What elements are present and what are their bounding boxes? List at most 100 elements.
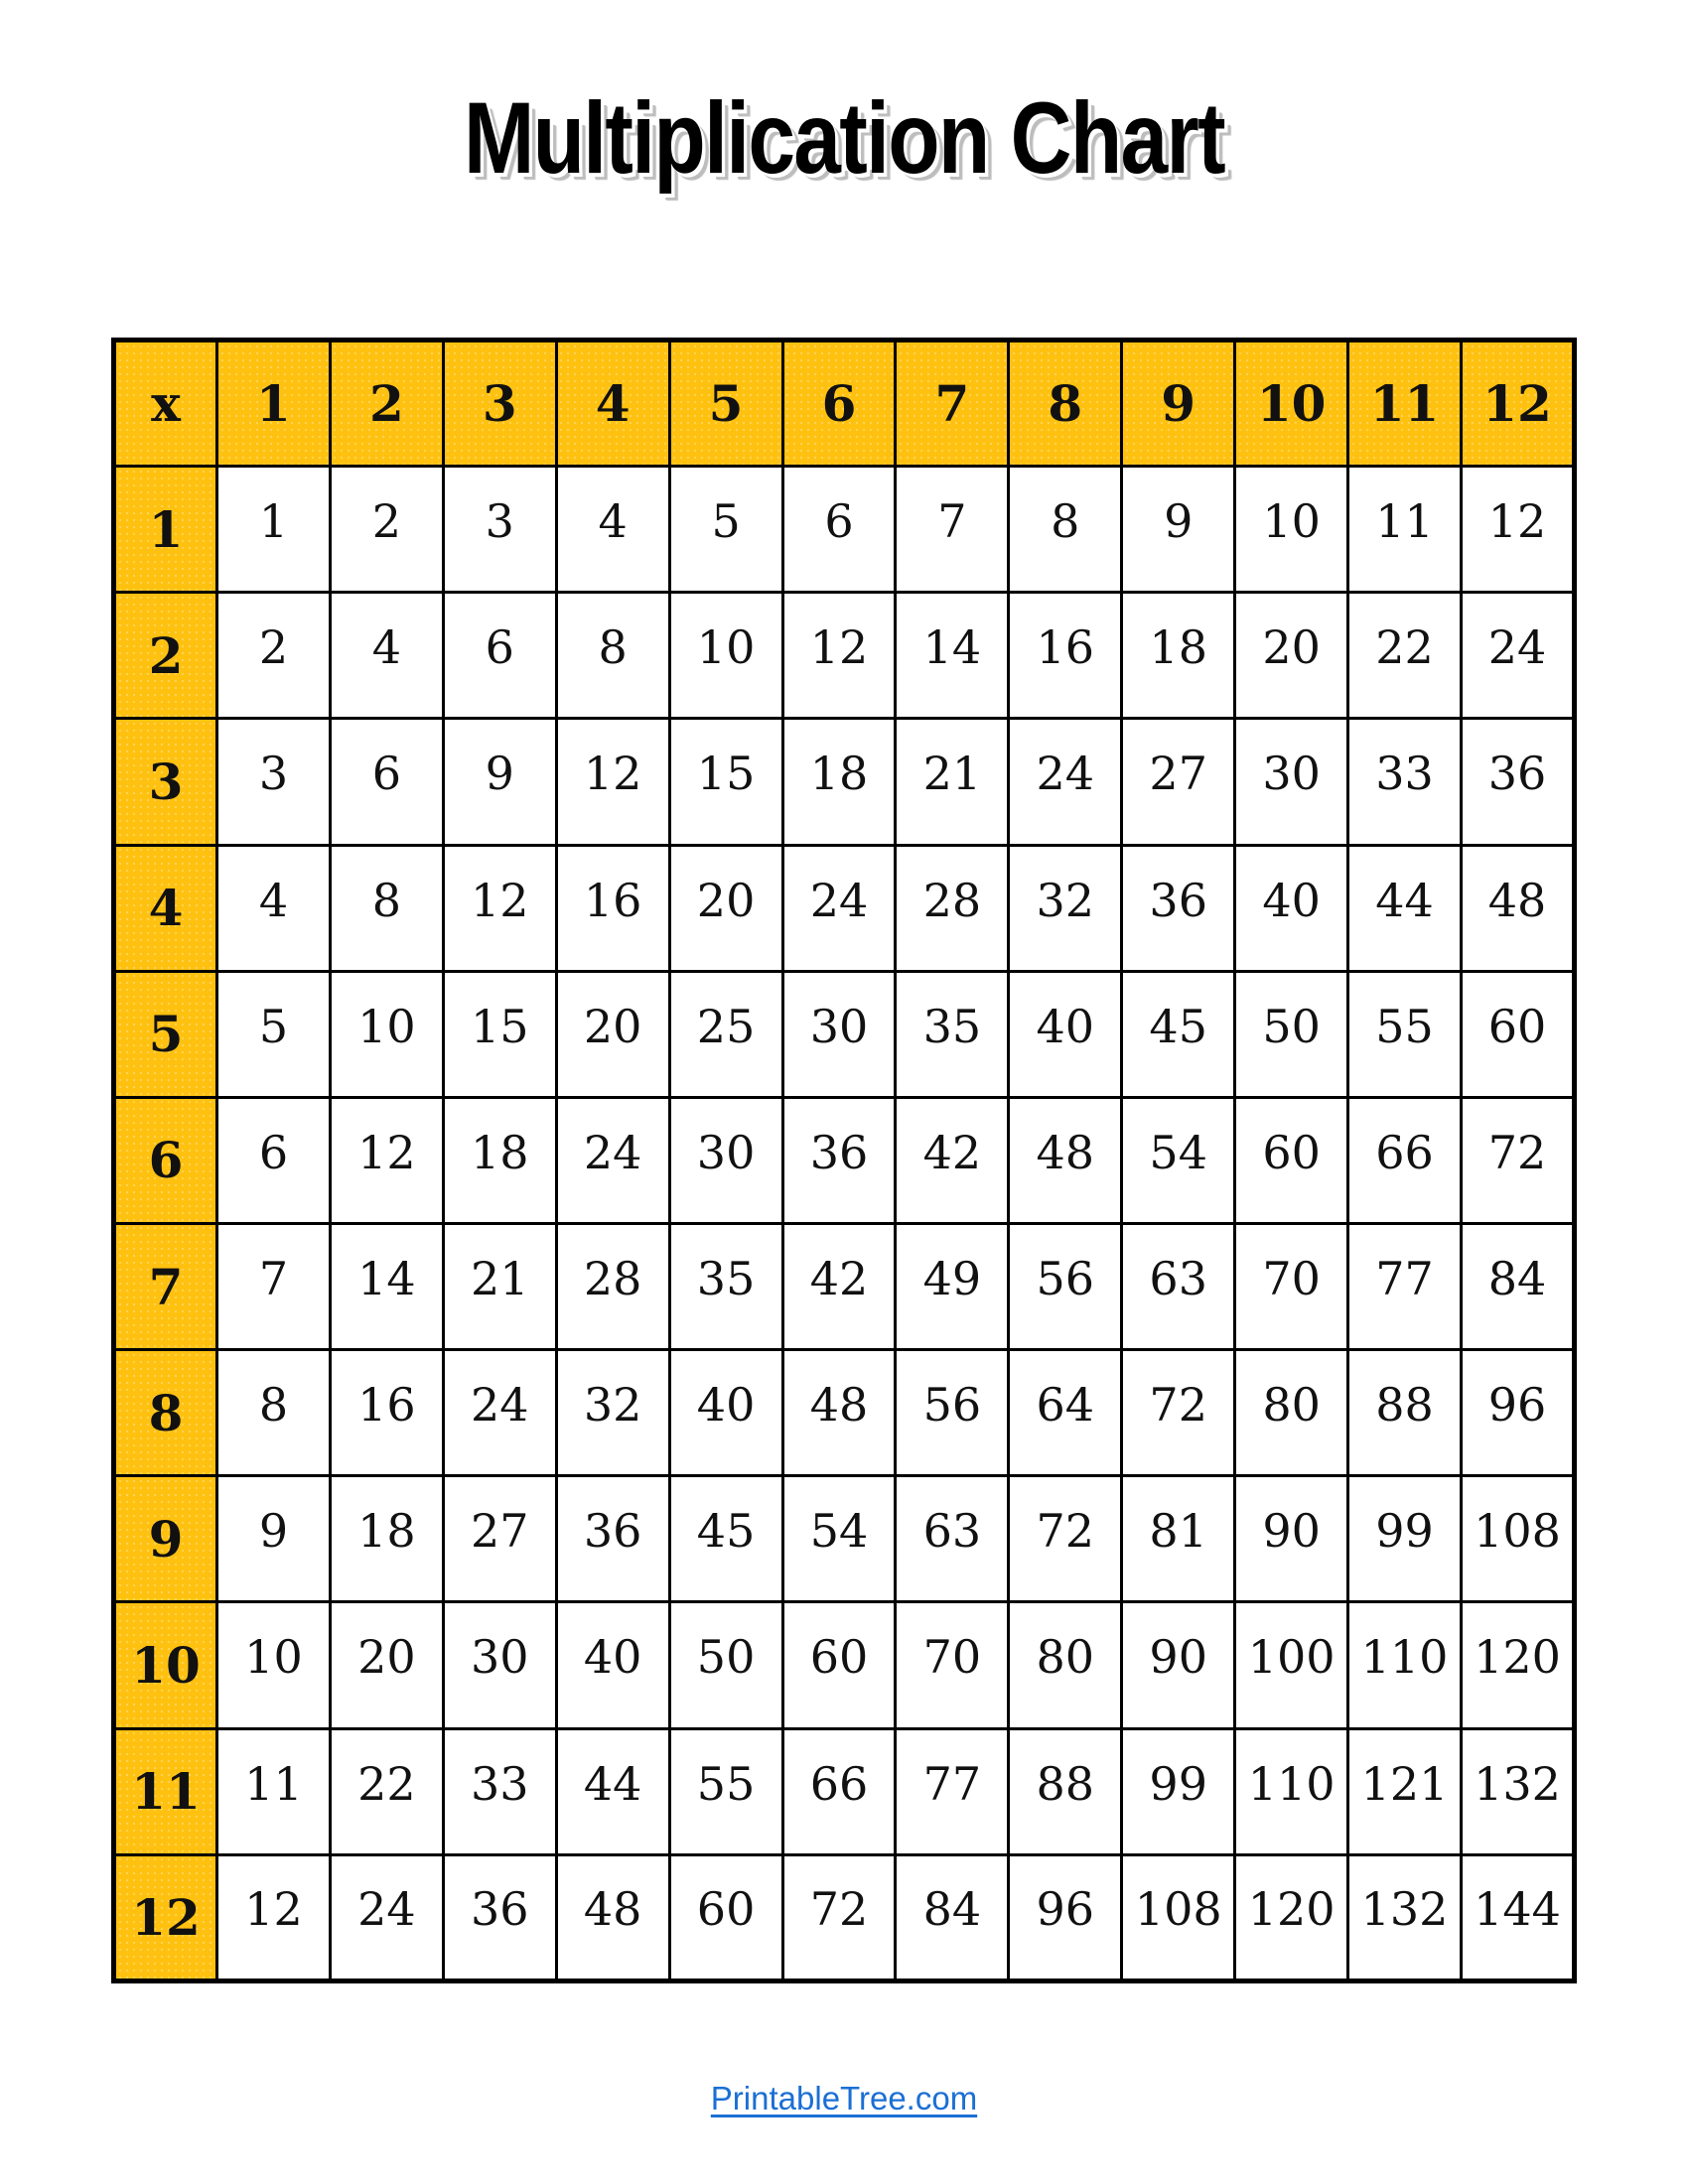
product-cell: 108 bbox=[1459, 1474, 1577, 1604]
product-cell: 121 bbox=[1346, 1726, 1463, 1856]
product-cell: 4 bbox=[554, 465, 671, 595]
product-cell: 70 bbox=[894, 1600, 1011, 1730]
product-cell: 20 bbox=[1233, 591, 1350, 721]
product-cell: 42 bbox=[894, 1095, 1011, 1225]
row-header-cell: 12 bbox=[112, 1852, 218, 1983]
product-cell: 10 bbox=[1233, 465, 1350, 595]
product-cell: 72 bbox=[1007, 1474, 1124, 1604]
product-cell: 108 bbox=[1120, 1852, 1237, 1983]
product-cell: 12 bbox=[554, 717, 671, 847]
product-cell: 33 bbox=[1346, 717, 1463, 847]
row-header-cell: 3 bbox=[112, 717, 218, 847]
product-cell: 22 bbox=[328, 1726, 445, 1856]
product-cell: 12 bbox=[215, 1852, 332, 1983]
table-row: 12 12 24 36 48 60 72 84 96 108 120 132 144 bbox=[112, 1852, 1577, 1983]
product-cell: 4 bbox=[328, 591, 445, 721]
column-header-cell: 9 bbox=[1120, 338, 1237, 469]
product-cell: 88 bbox=[1007, 1726, 1124, 1856]
table-row: 3 3 6 9 12 15 18 21 24 27 30 33 36 bbox=[112, 717, 1577, 847]
product-cell: 24 bbox=[780, 843, 898, 973]
product-cell: 30 bbox=[667, 1095, 784, 1225]
row-header-cell: 10 bbox=[112, 1600, 218, 1730]
table-row: 10 10 20 30 40 50 60 70 80 90 100 110 120 bbox=[112, 1600, 1577, 1730]
product-cell: 40 bbox=[667, 1348, 784, 1478]
product-cell: 18 bbox=[328, 1474, 445, 1604]
row-header-cell: 4 bbox=[112, 843, 218, 973]
column-header-cell: 8 bbox=[1007, 338, 1124, 469]
product-cell: 28 bbox=[894, 843, 1011, 973]
product-cell: 22 bbox=[1346, 591, 1463, 721]
product-cell: 18 bbox=[441, 1095, 558, 1225]
product-cell: 11 bbox=[215, 1726, 332, 1856]
product-cell: 12 bbox=[328, 1095, 445, 1225]
product-cell: 15 bbox=[667, 717, 784, 847]
column-header-cell: 10 bbox=[1233, 338, 1350, 469]
product-cell: 10 bbox=[667, 591, 784, 721]
product-cell: 10 bbox=[215, 1600, 332, 1730]
column-header-cell: 11 bbox=[1346, 338, 1463, 469]
product-cell: 8 bbox=[328, 843, 445, 973]
row-header-cell: 5 bbox=[112, 969, 218, 1099]
product-cell: 20 bbox=[554, 969, 671, 1099]
product-cell: 55 bbox=[1346, 969, 1463, 1099]
page-title-container: Multiplication Chart bbox=[0, 87, 1688, 189]
product-cell: 132 bbox=[1346, 1852, 1463, 1983]
multiplication-table: x 1 2 3 4 5 6 7 8 9 10 11 12 1 1 2 3 4 5 6 7 8 9 10 11 12 2 2 4 6 8 10 1… bbox=[111, 338, 1577, 1983]
table-row: 1 1 2 3 4 5 6 7 8 9 10 11 12 bbox=[112, 465, 1577, 595]
footer-link[interactable]: PrintableTree.com bbox=[710, 2080, 978, 2116]
product-cell: 16 bbox=[554, 843, 671, 973]
product-cell: 12 bbox=[1459, 465, 1577, 595]
product-cell: 120 bbox=[1233, 1852, 1350, 1983]
product-cell: 24 bbox=[441, 1348, 558, 1478]
row-header-cell: 1 bbox=[112, 465, 218, 595]
product-cell: 21 bbox=[894, 717, 1011, 847]
product-cell: 30 bbox=[441, 1600, 558, 1730]
product-cell: 80 bbox=[1233, 1348, 1350, 1478]
product-cell: 6 bbox=[215, 1095, 332, 1225]
product-cell: 24 bbox=[1459, 591, 1577, 721]
product-cell: 3 bbox=[215, 717, 332, 847]
product-cell: 11 bbox=[1346, 465, 1463, 595]
product-cell: 40 bbox=[1007, 969, 1124, 1099]
product-cell: 132 bbox=[1459, 1726, 1577, 1856]
product-cell: 3 bbox=[441, 465, 558, 595]
table-row: 9 9 18 27 36 45 54 63 72 81 90 99 108 bbox=[112, 1474, 1577, 1604]
product-cell: 1 bbox=[215, 465, 332, 595]
table-row: 2 2 4 6 8 10 12 14 16 18 20 22 24 bbox=[112, 591, 1577, 721]
row-header-cell: 6 bbox=[112, 1095, 218, 1225]
product-cell: 81 bbox=[1120, 1474, 1237, 1604]
product-cell: 48 bbox=[780, 1348, 898, 1478]
product-cell: 8 bbox=[1007, 465, 1124, 595]
product-cell: 96 bbox=[1007, 1852, 1124, 1983]
product-cell: 6 bbox=[328, 717, 445, 847]
table-row: 6 6 12 18 24 30 36 42 48 54 60 66 72 bbox=[112, 1095, 1577, 1225]
product-cell: 9 bbox=[215, 1474, 332, 1604]
product-cell: 96 bbox=[1459, 1348, 1577, 1478]
product-cell: 60 bbox=[1233, 1095, 1350, 1225]
product-cell: 12 bbox=[441, 843, 558, 973]
product-cell: 6 bbox=[441, 591, 558, 721]
table-row: 7 7 14 21 28 35 42 49 56 63 70 77 84 bbox=[112, 1221, 1577, 1352]
product-cell: 72 bbox=[1459, 1095, 1577, 1225]
product-cell: 36 bbox=[554, 1474, 671, 1604]
product-cell: 60 bbox=[780, 1600, 898, 1730]
product-cell: 21 bbox=[441, 1221, 558, 1352]
product-cell: 8 bbox=[554, 591, 671, 721]
product-cell: 33 bbox=[441, 1726, 558, 1856]
product-cell: 144 bbox=[1459, 1852, 1577, 1983]
table-row: 4 4 8 12 16 20 24 28 32 36 40 44 48 bbox=[112, 843, 1577, 973]
product-cell: 110 bbox=[1346, 1600, 1463, 1730]
product-cell: 70 bbox=[1233, 1221, 1350, 1352]
product-cell: 90 bbox=[1233, 1474, 1350, 1604]
product-cell: 18 bbox=[1120, 591, 1237, 721]
product-cell: 100 bbox=[1233, 1600, 1350, 1730]
product-cell: 36 bbox=[1120, 843, 1237, 973]
product-cell: 88 bbox=[1346, 1348, 1463, 1478]
product-cell: 42 bbox=[780, 1221, 898, 1352]
product-cell: 36 bbox=[1459, 717, 1577, 847]
product-cell: 32 bbox=[554, 1348, 671, 1478]
product-cell: 9 bbox=[1120, 465, 1237, 595]
row-header-cell: 9 bbox=[112, 1474, 218, 1604]
product-cell: 18 bbox=[780, 717, 898, 847]
product-cell: 45 bbox=[667, 1474, 784, 1604]
